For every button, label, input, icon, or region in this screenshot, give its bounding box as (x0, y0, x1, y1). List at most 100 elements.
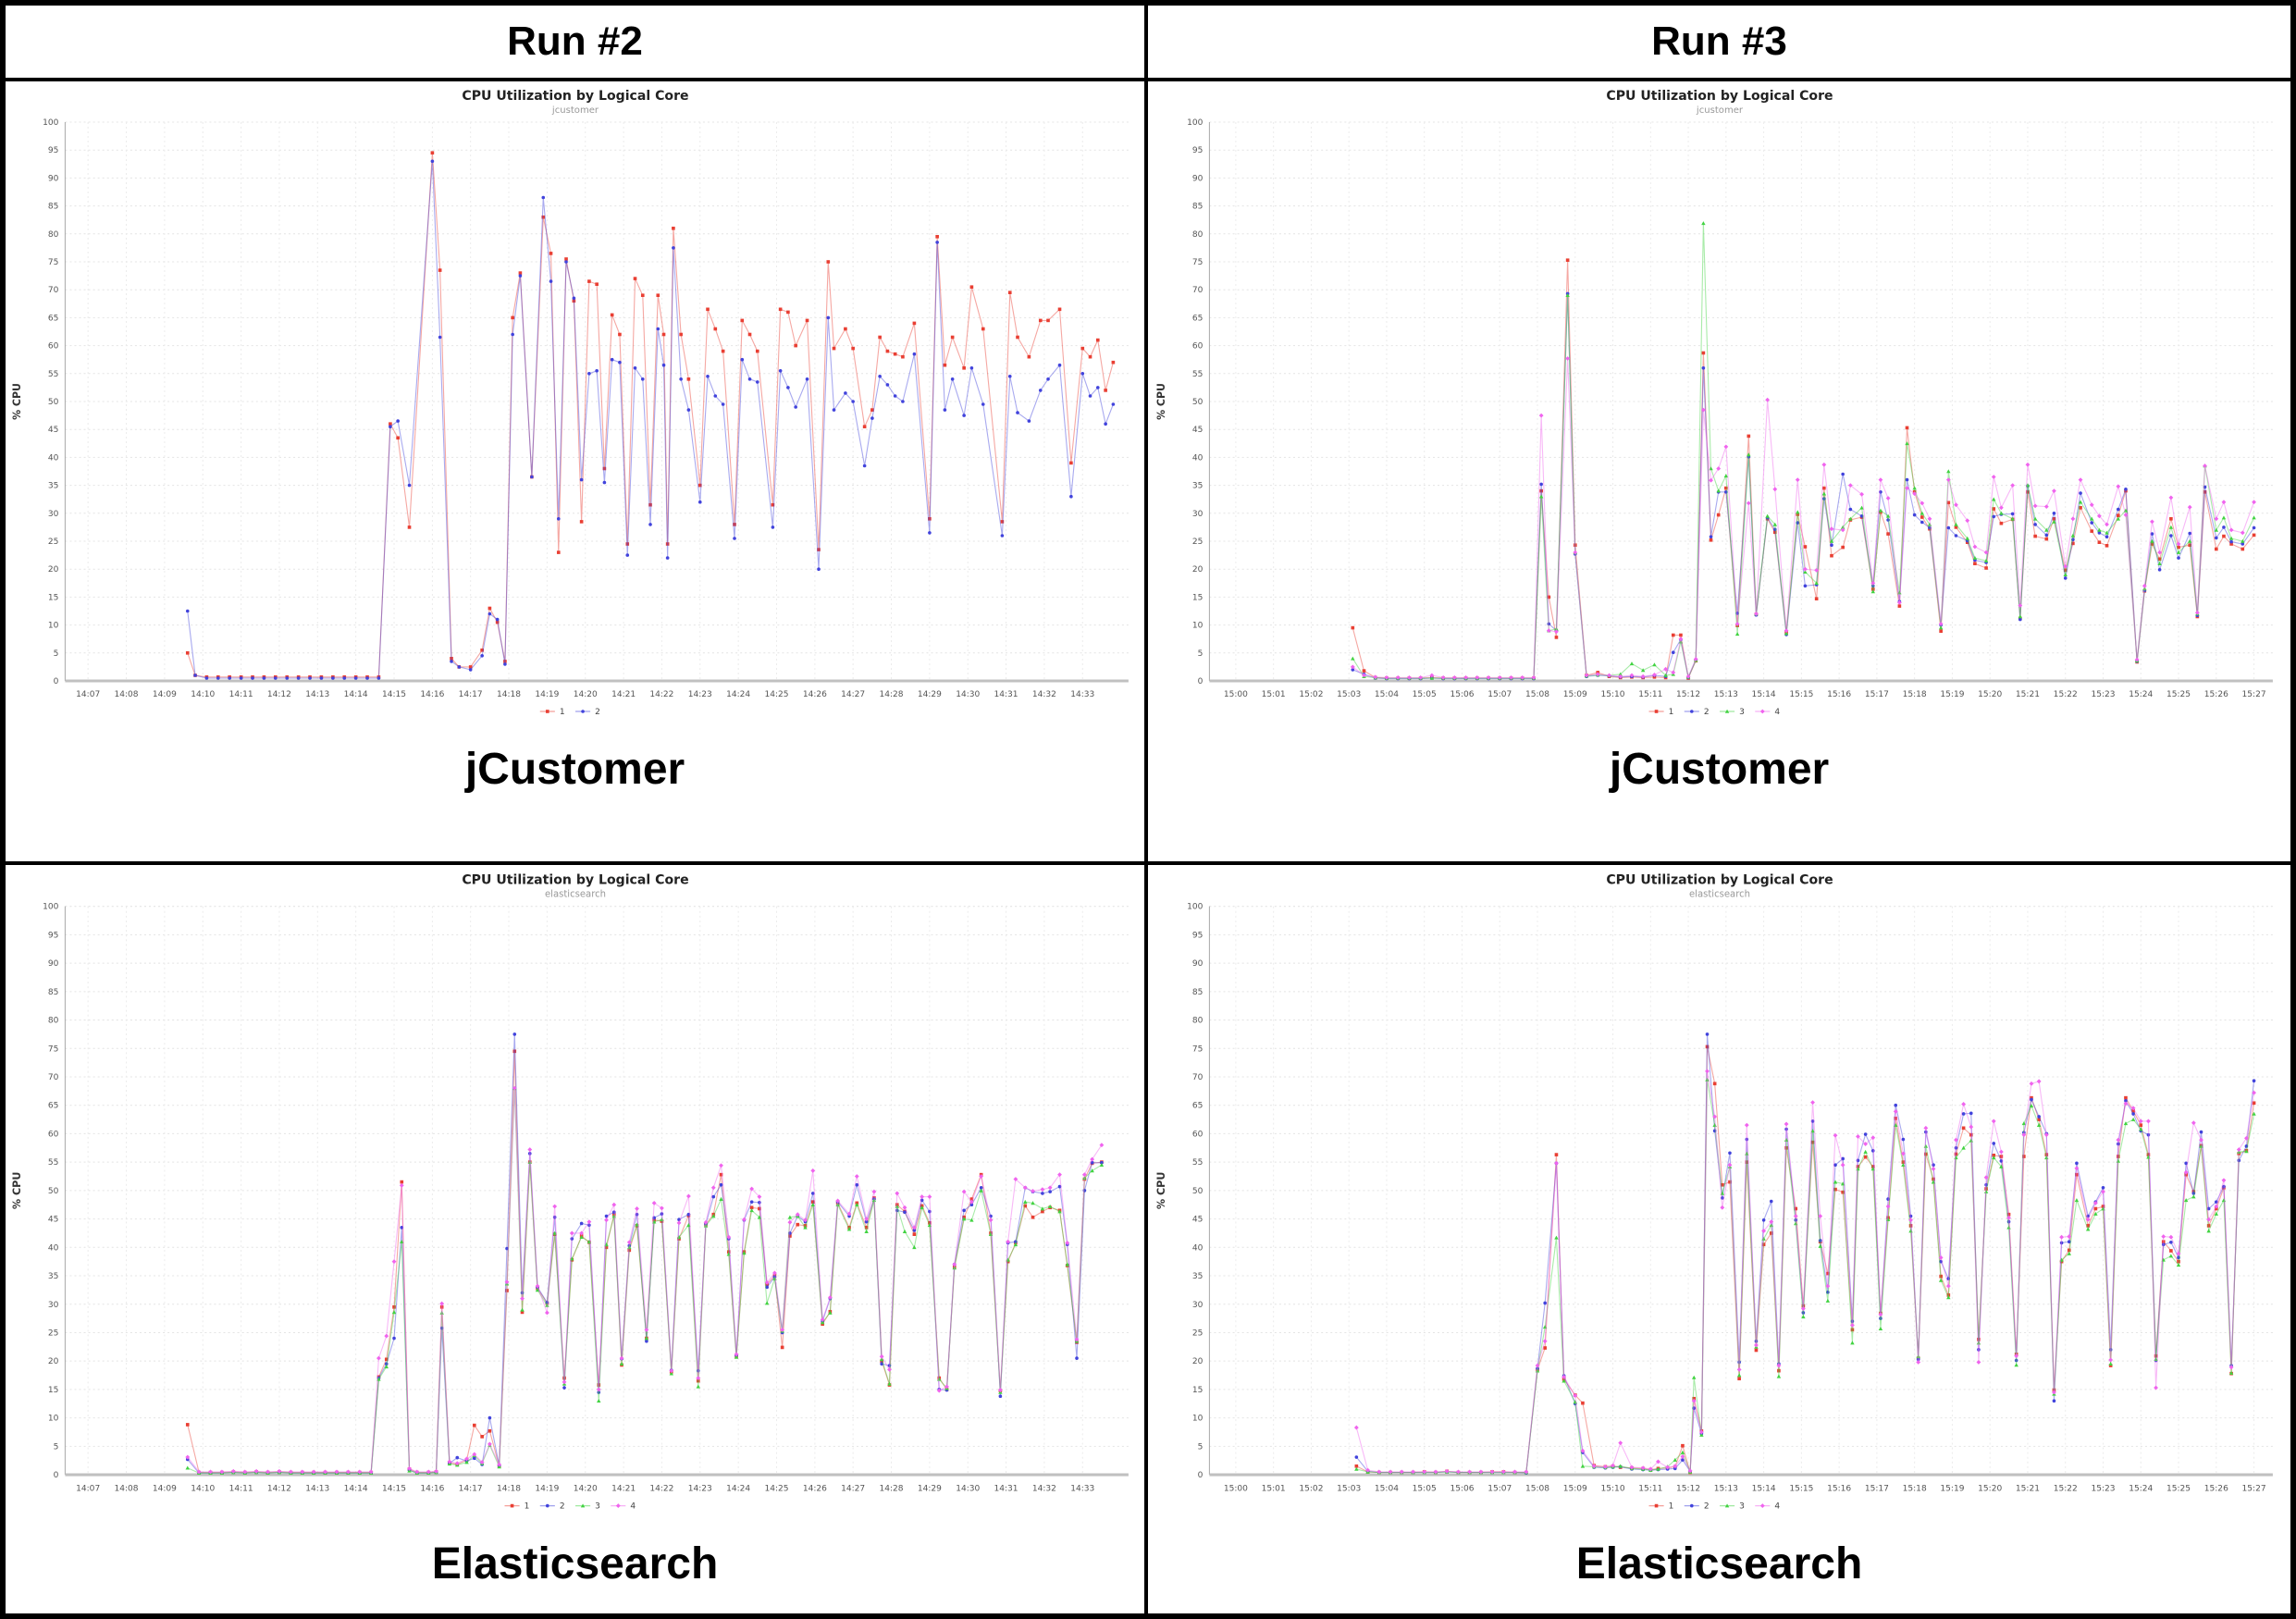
svg-text:15:12: 15:12 (1676, 1484, 1700, 1493)
svg-text:1: 1 (1668, 708, 1673, 717)
svg-text:15:13: 15:13 (1713, 1484, 1737, 1493)
svg-text:14:22: 14:22 (649, 1484, 673, 1493)
svg-text:14:14: 14:14 (343, 1484, 367, 1493)
svg-text:40: 40 (1191, 1243, 1203, 1253)
svg-text:15:20: 15:20 (1978, 690, 2002, 699)
svg-text:15:08: 15:08 (1524, 1484, 1549, 1493)
svg-text:15:25: 15:25 (2166, 690, 2190, 699)
header-run2: Run #2 (6, 6, 1148, 81)
svg-text:14:27: 14:27 (841, 690, 865, 699)
svg-text:15: 15 (1191, 593, 1203, 602)
svg-text:30: 30 (1191, 1301, 1203, 1310)
svg-text:50: 50 (47, 1187, 58, 1196)
svg-text:14:20: 14:20 (573, 1484, 597, 1493)
svg-text:% CPU: % CPU (1155, 383, 1167, 420)
svg-text:15:10: 15:10 (1600, 690, 1624, 699)
svg-text:15:26: 15:26 (2203, 1484, 2228, 1493)
panel-caption: Elasticsearch (1575, 1539, 1863, 1588)
svg-text:% CPU: % CPU (11, 383, 23, 420)
svg-text:15: 15 (47, 593, 58, 602)
svg-text:95: 95 (47, 931, 58, 940)
svg-text:14:08: 14:08 (114, 690, 138, 699)
svg-text:14:17: 14:17 (458, 1484, 482, 1493)
panel-caption: Elasticsearch (431, 1539, 719, 1588)
svg-text:15:18: 15:18 (1902, 690, 1926, 699)
svg-text:14:11: 14:11 (228, 690, 253, 699)
svg-text:15:02: 15:02 (1299, 690, 1323, 699)
svg-text:70: 70 (1191, 286, 1203, 295)
svg-text:15:22: 15:22 (2053, 1484, 2077, 1493)
svg-text:85: 85 (1191, 203, 1203, 212)
svg-text:90: 90 (1191, 174, 1203, 183)
svg-text:15:02: 15:02 (1299, 1484, 1323, 1493)
svg-text:elasticsearch: elasticsearch (1688, 889, 1749, 899)
svg-text:20: 20 (47, 565, 58, 575)
svg-text:25: 25 (1191, 538, 1203, 547)
cpu-chart-run2-elasticsearch: CPU Utilization by Logical Core elasticse… (11, 872, 1129, 1512)
svg-text:14:09: 14:09 (152, 690, 176, 699)
svg-text:15:07: 15:07 (1487, 690, 1512, 699)
svg-text:14:07: 14:07 (76, 690, 100, 699)
svg-text:10: 10 (47, 622, 58, 631)
panel-run2-jcustomer: CPU Utilization by Logical Core jcustomer… (6, 81, 1148, 865)
svg-text:15:17: 15:17 (1864, 690, 1888, 699)
svg-text:1: 1 (524, 1502, 529, 1512)
svg-text:15:24: 15:24 (2129, 1484, 2153, 1493)
header-run3: Run #3 (1148, 6, 2290, 81)
svg-text:35: 35 (1191, 482, 1203, 491)
svg-text:80: 80 (1191, 1017, 1203, 1026)
svg-text:90: 90 (47, 959, 58, 969)
svg-text:14:19: 14:19 (535, 1484, 559, 1493)
svg-text:75: 75 (47, 1044, 58, 1054)
svg-text:35: 35 (47, 1272, 58, 1281)
svg-text:14:16: 14:16 (420, 690, 444, 699)
svg-text:0: 0 (53, 1471, 58, 1480)
svg-text:100: 100 (43, 118, 59, 128)
svg-text:14:24: 14:24 (726, 1484, 750, 1493)
svg-text:14:27: 14:27 (841, 1484, 865, 1493)
svg-text:1: 1 (559, 708, 564, 717)
svg-text:14:28: 14:28 (879, 1484, 903, 1493)
svg-text:0: 0 (1197, 677, 1203, 686)
svg-text:55: 55 (47, 370, 58, 379)
svg-text:85: 85 (47, 203, 58, 212)
svg-text:45: 45 (1191, 426, 1203, 435)
svg-text:15:01: 15:01 (1261, 1484, 1285, 1493)
svg-text:60: 60 (1191, 1130, 1203, 1139)
svg-text:5: 5 (53, 1442, 58, 1452)
svg-text:90: 90 (47, 174, 58, 183)
svg-text:14:17: 14:17 (458, 690, 482, 699)
svg-text:15:20: 15:20 (1978, 1484, 2002, 1493)
svg-text:15:07: 15:07 (1487, 1484, 1512, 1493)
svg-text:15:03: 15:03 (1337, 690, 1361, 699)
svg-text:30: 30 (47, 510, 58, 519)
svg-text:25: 25 (47, 538, 58, 547)
svg-text:14:12: 14:12 (266, 690, 290, 699)
svg-text:15:04: 15:04 (1374, 690, 1398, 699)
svg-text:14:11: 14:11 (228, 1484, 253, 1493)
svg-text:45: 45 (47, 1216, 58, 1225)
svg-text:20: 20 (47, 1357, 58, 1366)
svg-text:15:04: 15:04 (1374, 1484, 1398, 1493)
svg-text:95: 95 (1191, 146, 1203, 155)
svg-text:14:14: 14:14 (343, 690, 367, 699)
svg-text:65: 65 (47, 314, 58, 323)
svg-text:15:00: 15:00 (1223, 1484, 1247, 1493)
svg-text:60: 60 (47, 1130, 58, 1139)
svg-text:15:03: 15:03 (1337, 1484, 1361, 1493)
svg-text:45: 45 (1191, 1216, 1203, 1225)
svg-text:14:19: 14:19 (535, 690, 559, 699)
svg-text:2: 2 (559, 1502, 564, 1512)
svg-text:14:23: 14:23 (687, 1484, 711, 1493)
svg-text:14:16: 14:16 (420, 1484, 444, 1493)
svg-text:35: 35 (1191, 1272, 1203, 1281)
svg-text:14:25: 14:25 (764, 690, 788, 699)
panel-run3-elasticsearch: CPU Utilization by Logical Core elasticse… (1148, 865, 2290, 1613)
svg-text:85: 85 (47, 988, 58, 997)
svg-text:15: 15 (47, 1386, 58, 1395)
svg-text:55: 55 (1191, 370, 1203, 379)
svg-text:14:28: 14:28 (879, 690, 903, 699)
svg-text:40: 40 (47, 1243, 58, 1253)
svg-text:15:08: 15:08 (1524, 690, 1549, 699)
